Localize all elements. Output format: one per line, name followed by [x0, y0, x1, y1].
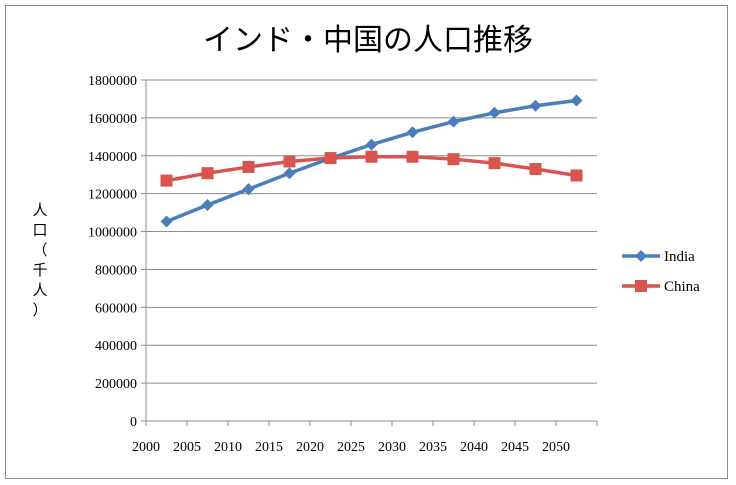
- y-axis-label-char: 口: [32, 221, 47, 239]
- y-axis-label: 人口（千人）: [32, 201, 47, 319]
- y-axis-label-char: 千: [32, 261, 47, 279]
- y-tick-label: 1600000: [88, 112, 137, 127]
- y-tick-labels: 0 200000 400000 600000 800000 1000000 1200000 1…: [88, 74, 137, 430]
- x-tick-label: 2015: [255, 440, 283, 455]
- x-tick-label: 2025: [337, 440, 365, 455]
- y-tick-label: 800000: [95, 263, 137, 278]
- y-tick-label: 1400000: [88, 150, 137, 165]
- data-point-china: [529, 163, 542, 176]
- chart-frame: [5, 5, 728, 479]
- y-tick-label: 600000: [95, 301, 137, 316]
- y-tick-label: 1800000: [88, 74, 137, 89]
- data-point-india: [201, 199, 214, 212]
- data-point-china: [447, 153, 460, 166]
- x-tick-label: 2030: [378, 440, 406, 455]
- data-point-india: [529, 99, 542, 112]
- legend-marker-india: [635, 250, 647, 262]
- data-point-india: [242, 183, 255, 196]
- chart-title: インド・中国の人口推移: [203, 23, 533, 58]
- data-point-india: [160, 215, 173, 228]
- x-tick-label: 2040: [460, 440, 488, 455]
- data-point-china: [160, 174, 173, 187]
- x-tick-label: 2050: [542, 440, 570, 455]
- y-tick-label: 400000: [95, 339, 137, 354]
- grid-lines: [141, 79, 598, 426]
- y-tick-label: 200000: [95, 377, 137, 392]
- legend: India China: [622, 249, 700, 295]
- x-tick-label: 2035: [419, 440, 447, 455]
- y-tick-label: 0: [130, 415, 137, 430]
- x-tick-label: 2000: [132, 440, 160, 455]
- data-point-china: [570, 169, 583, 182]
- x-tick-label: 2020: [296, 440, 324, 455]
- x-tick-label: 2045: [501, 440, 529, 455]
- y-axis-label-char: ）: [32, 301, 47, 319]
- data-point-china: [406, 150, 419, 163]
- data-point-india: [283, 167, 296, 180]
- legend-label-china: China: [664, 279, 700, 295]
- y-tick-label: 1200000: [88, 188, 137, 203]
- legend-marker-china: [635, 280, 647, 292]
- data-point-china: [488, 157, 501, 170]
- data-point-china: [242, 160, 255, 173]
- legend-label-india: India: [664, 249, 695, 265]
- x-tick-label: 2005: [173, 440, 201, 455]
- x-tick-labels: 2000 2005 2010 2015 2020 2025 2030 2035 2040 2045…: [132, 440, 570, 455]
- data-point-china: [324, 152, 337, 165]
- y-axis-label-char: 人: [32, 201, 47, 219]
- data-point-india: [365, 138, 378, 151]
- y-tick-label: 1000000: [88, 226, 137, 241]
- y-axis-label-char: 人: [32, 281, 47, 299]
- data-point-china: [365, 150, 378, 163]
- y-axis-label-char: （: [32, 241, 47, 259]
- data-point-china: [201, 167, 214, 180]
- data-point-india: [570, 94, 583, 107]
- data-point-india: [488, 106, 501, 119]
- data-point-india: [447, 115, 460, 128]
- data-point-china: [283, 155, 296, 168]
- x-tick-label: 2010: [214, 440, 242, 455]
- series-group: [160, 94, 583, 228]
- data-point-india: [406, 126, 419, 139]
